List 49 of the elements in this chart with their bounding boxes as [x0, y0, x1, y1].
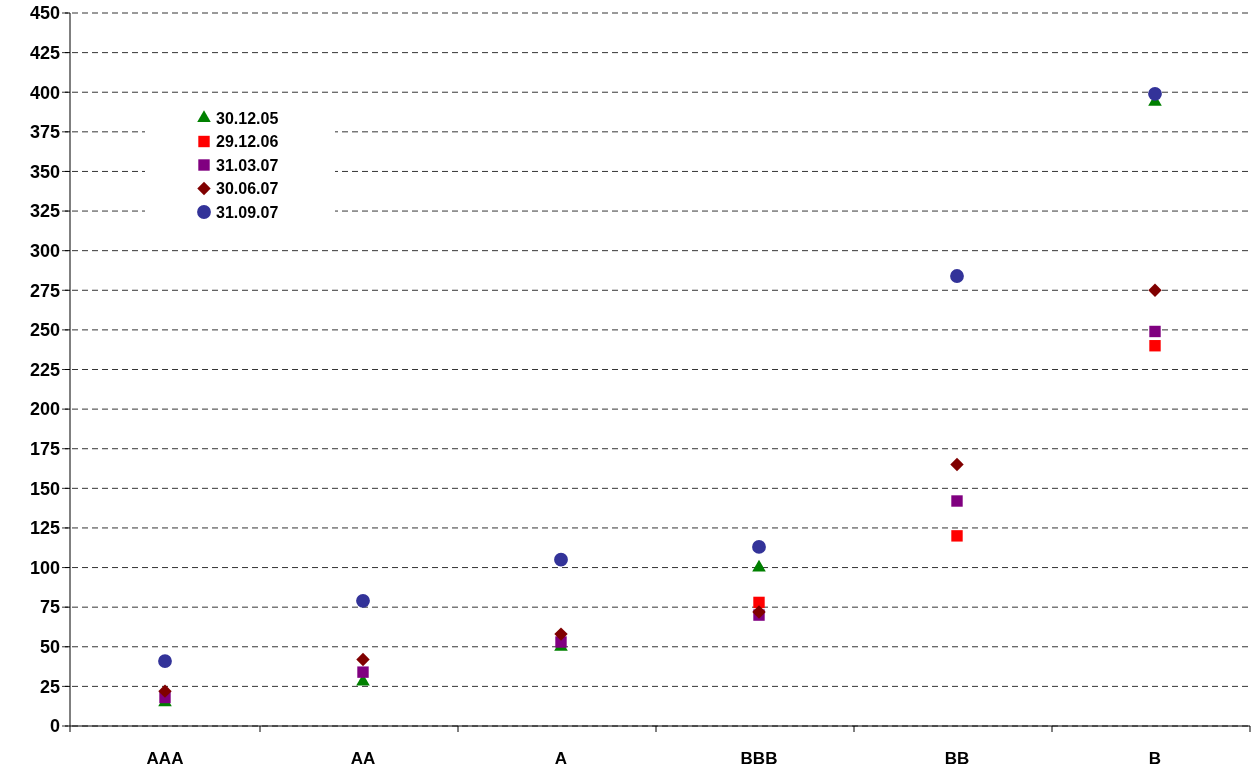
y-tick-label: 250: [29, 320, 60, 341]
point: [1148, 283, 1162, 297]
point: [356, 593, 370, 608]
y-tick-label: 325: [29, 201, 60, 222]
y-tick-label: 75: [39, 597, 60, 618]
y-tick-label: 350: [29, 161, 60, 182]
y-tick-label: 275: [29, 280, 60, 301]
point: [356, 652, 370, 667]
point: [158, 684, 172, 698]
point: [554, 552, 568, 567]
y-tick-label: 425: [29, 42, 60, 63]
x-tick-label: AA: [350, 749, 376, 768]
y-tick-label: 150: [29, 478, 60, 499]
y-tick-label: 0: [49, 716, 60, 737]
y-tick-label: 300: [29, 240, 60, 261]
x-tick-label: BB: [944, 749, 970, 768]
x-tick-label: BBB: [740, 749, 778, 768]
legend-label: 30.06.07: [216, 180, 279, 198]
y-tick-label: 125: [29, 518, 60, 539]
y-tick-label: 25: [39, 676, 60, 697]
point: [752, 540, 766, 554]
y-tick-label: 50: [39, 637, 60, 658]
point: [951, 530, 963, 542]
y-tick-label: 200: [29, 399, 60, 420]
y-tick-label: 100: [29, 557, 60, 578]
point: [554, 627, 568, 641]
y-tick-label: 375: [29, 122, 60, 143]
point: [752, 559, 766, 572]
y-tick-label: 175: [29, 439, 60, 460]
point: [1149, 340, 1161, 352]
point: [158, 654, 172, 668]
y-tick-label: 450: [29, 3, 60, 24]
legend-label: 29.12.06: [216, 133, 279, 151]
point: [1149, 325, 1161, 338]
x-tick-label: B: [1148, 749, 1162, 768]
legend-label: 31.03.07: [216, 156, 279, 174]
y-tick-label: 400: [29, 82, 60, 103]
point: [950, 457, 964, 472]
point: [753, 596, 765, 609]
legend-label: 30.12.05: [216, 109, 279, 127]
point: [950, 269, 964, 283]
x-tick-label: A: [554, 749, 568, 768]
point: [951, 495, 963, 507]
legend-label: 31.09.07: [216, 203, 279, 221]
point: [357, 666, 369, 678]
x-tick-label: AAA: [146, 749, 184, 768]
point: [752, 605, 766, 619]
point: [1148, 86, 1162, 101]
y-tick-label: 225: [29, 359, 60, 380]
